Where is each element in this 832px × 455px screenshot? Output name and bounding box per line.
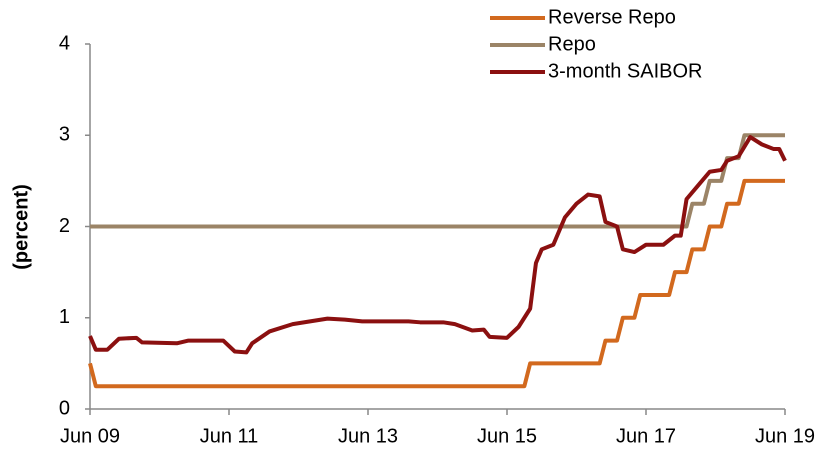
x-tick-label: Jun 19 [755, 425, 815, 447]
y-axis-label: (percent) [10, 184, 32, 270]
x-tick-label: Jun 11 [200, 425, 259, 447]
legend-label: Repo [548, 33, 596, 55]
x-tick-label: Jun 17 [616, 425, 676, 447]
legend-label: 3-month SAIBOR [548, 60, 703, 82]
x-tick-label: Jun 09 [60, 425, 120, 447]
y-tick-label: 2 [59, 215, 70, 237]
x-tick-label: Jun 15 [477, 425, 537, 447]
y-tick-label: 3 [59, 124, 70, 146]
y-tick-label: 1 [59, 306, 70, 328]
series-line [88, 135, 787, 355]
x-tick-label: Jun 13 [338, 425, 398, 447]
legend-label: Reverse Repo [548, 6, 676, 28]
y-tick-label: 4 [59, 32, 70, 54]
series-line [90, 133, 785, 229]
y-tick-label: 0 [59, 397, 70, 419]
series-line [88, 178, 785, 389]
